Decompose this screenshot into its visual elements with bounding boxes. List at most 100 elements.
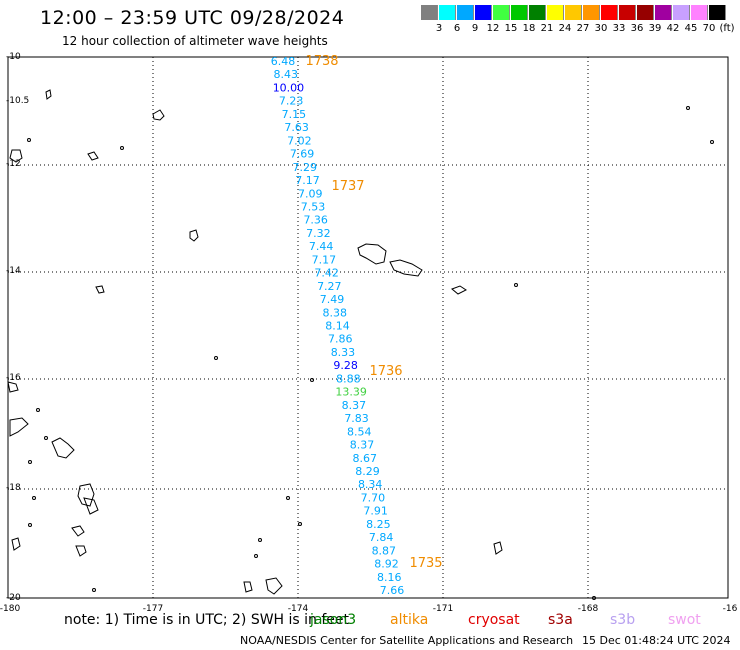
island-outline	[95, 285, 105, 294]
colorbar-swatch	[457, 5, 474, 20]
colorbar-label: 18	[522, 23, 536, 34]
swh-value: 7.86	[328, 333, 353, 346]
colorbar-label: 15	[504, 23, 518, 34]
islet-dot	[44, 436, 48, 440]
swh-value: 7.02	[287, 134, 312, 147]
map-frame	[7, 56, 729, 599]
swh-value: 7.42	[314, 267, 339, 280]
island-outline	[83, 497, 99, 515]
swh-value: 9.28	[333, 359, 358, 372]
lon-tick-label: -171	[433, 604, 453, 614]
colorbar-label: 24	[558, 23, 572, 34]
islet-dot	[298, 522, 302, 526]
swh-value: 7.63	[284, 121, 309, 134]
lat-tick-label: -20	[6, 593, 21, 603]
islet-dot	[258, 538, 262, 542]
pass-time-labels: 1738 1737 1736 1735	[305, 54, 442, 571]
colorbar-label: 45	[684, 23, 698, 34]
islet-dot	[214, 356, 218, 360]
island-outline	[87, 151, 99, 161]
islet-dot	[310, 378, 314, 382]
swh-value: 7.69	[290, 148, 315, 161]
colorbar-swatch	[637, 5, 654, 20]
swh-value: 8.37	[342, 399, 367, 412]
swh-value: 13.39	[335, 386, 367, 399]
colorbar-swatch	[673, 5, 690, 20]
swh-value: 8.38	[323, 306, 348, 319]
pass-time-label: 1735	[409, 556, 442, 571]
colorbar-swatch	[709, 5, 726, 20]
swh-value: 8.14	[325, 320, 350, 333]
satellite-legend-jason3: jason3	[310, 612, 357, 628]
colorbar-swatch	[601, 5, 618, 20]
swh-value: 7.84	[369, 531, 394, 544]
colorbar-label: 39	[648, 23, 662, 34]
satellite-legend-swot: swot	[668, 612, 701, 628]
islet-dot	[592, 596, 596, 600]
islet-dot	[28, 523, 32, 527]
island-outline	[75, 545, 87, 557]
islet-dot	[120, 146, 124, 150]
pass-time-label: 1736	[369, 364, 402, 379]
lat-minor-label: -10.5	[6, 96, 29, 106]
chart-title: 12:00 – 23:59 UTC 09/28/2024	[40, 7, 345, 29]
colorbar-label: (ft)	[719, 23, 735, 34]
colorbar-swatch	[691, 5, 708, 20]
colorbar-label: 27	[576, 23, 590, 34]
lat-tick-label: -14	[6, 266, 21, 276]
swh-value: 8.92	[374, 558, 399, 571]
swh-value: 8.25	[366, 518, 391, 531]
swh-value: 7.49	[320, 293, 345, 306]
colorbar-swatch	[439, 5, 456, 20]
lat-tick-label: -10	[6, 52, 21, 62]
colorbar-swatch	[619, 5, 636, 20]
colorbar-label: 70	[702, 23, 716, 34]
swh-value: 10.00	[273, 81, 305, 94]
island-outline	[77, 483, 95, 507]
pass-time-label: 1737	[331, 179, 364, 194]
credit-text: NOAA/NESDIS Center for Satellite Applica…	[240, 634, 574, 647]
footer-note: note: 1) Time is in UTC; 2) SWH is in fe…	[64, 612, 350, 628]
swh-value: 7.27	[317, 280, 342, 293]
colorbar-swatch	[475, 5, 492, 20]
island-outline	[51, 437, 75, 459]
island-outline	[45, 89, 52, 100]
swh-value: 7.66	[380, 584, 405, 597]
islet-dot	[286, 496, 290, 500]
colorbar-swatch	[655, 5, 672, 20]
islet-dot	[254, 554, 258, 558]
island-outline	[11, 537, 21, 551]
lat-tick-label: -16	[6, 373, 21, 383]
island-outline	[493, 541, 503, 555]
islet-dot	[28, 460, 32, 464]
lat-tick-label: -12	[6, 159, 21, 169]
swh-value: 7.29	[293, 161, 318, 174]
lon-tick-label: -180	[0, 604, 20, 614]
islet-dot	[710, 140, 714, 144]
swh-value: 8.43	[273, 68, 298, 81]
colorbar-label: 9	[471, 23, 479, 34]
swh-value: 8.37	[350, 439, 375, 452]
islet-dot	[92, 588, 96, 592]
colorbar-label: 3	[435, 23, 443, 34]
colorbar-label: 21	[540, 23, 554, 34]
swh-value: 7.32	[306, 227, 331, 240]
colorbar-swatch	[583, 5, 600, 20]
islet-dot	[27, 138, 31, 142]
island-outline	[7, 381, 19, 393]
swh-value: 7.70	[361, 491, 386, 504]
colorbar-label: 12	[486, 23, 500, 34]
colorbar-label: 36	[630, 23, 644, 34]
generated-time: 15 Dec 01:48:24 UTC 2024	[582, 634, 731, 647]
islet-dot	[686, 106, 690, 110]
colorbar-swatch	[421, 5, 438, 20]
swh-value: 7.17	[295, 174, 320, 187]
colorbar-swatch	[565, 5, 582, 20]
lat-tick-label: -18	[6, 483, 21, 493]
islet-dot	[32, 496, 36, 500]
swh-value: 8.16	[377, 571, 402, 584]
island-outline	[357, 243, 387, 265]
colorbar-swatch	[511, 5, 528, 20]
swh-value: 8.34	[358, 478, 383, 491]
swh-value: 7.53	[301, 200, 326, 213]
